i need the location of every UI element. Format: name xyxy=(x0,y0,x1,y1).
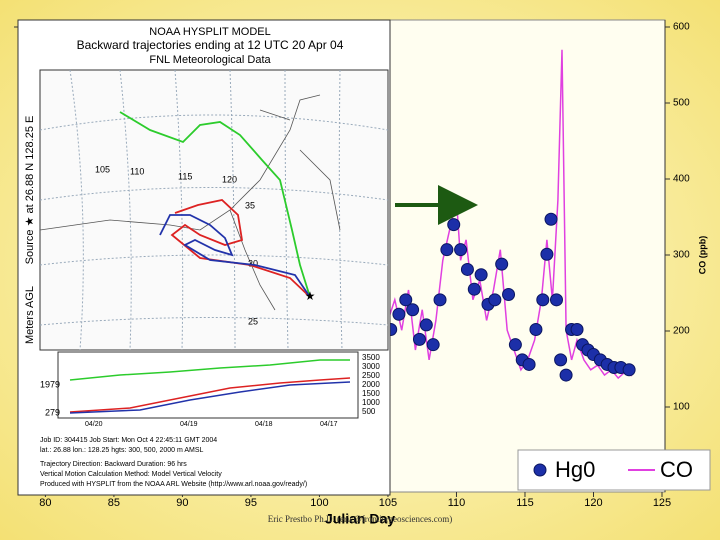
date-label: 04/20 xyxy=(85,421,103,428)
info-line: Job ID: 304415 Job Start: Mon Oct 4 22:4… xyxy=(40,437,217,444)
y2-tick-label: 400 xyxy=(673,174,690,185)
hg0-point xyxy=(440,243,454,257)
hg0-point xyxy=(554,353,568,367)
source-label: Source ★ at 26.88 N 128.25 E xyxy=(24,116,36,265)
inset-source: FNL Meteorological Data xyxy=(149,54,271,66)
hg0-point xyxy=(570,322,584,336)
hg0-point xyxy=(529,322,543,336)
legend-box xyxy=(517,449,711,491)
y2-axis-label: CO (ppb) xyxy=(697,236,707,275)
inset: NOAA HYSPLIT MODEL Backward trajectories… xyxy=(17,19,391,496)
x-tick-label: 85 xyxy=(108,497,120,509)
height-green xyxy=(69,359,350,381)
info-line: Produced with HYSPLIT from the NOAA ARL … xyxy=(40,481,307,488)
date-label: 04/18 xyxy=(255,421,273,428)
x-tick-label: 125 xyxy=(653,497,671,509)
source-star: ★ xyxy=(305,289,316,303)
hg0-point xyxy=(447,218,461,232)
hg0-point xyxy=(559,368,573,382)
x-tick-label: 115 xyxy=(516,497,534,509)
map-label: 110 xyxy=(130,166,144,176)
x-tick-label: 90 xyxy=(176,497,188,509)
plot: 1002003004005006006 xyxy=(14,20,690,497)
info-line: Trajectory Direction: Backward Duration:… xyxy=(40,461,187,468)
y2-tick-label: 200 xyxy=(673,326,690,337)
info-line: Vertical Motion Calculation Method: Mode… xyxy=(40,471,222,478)
y2-tick-label: 300 xyxy=(673,250,690,261)
hg0-point xyxy=(522,357,536,371)
hg0-point xyxy=(399,293,413,307)
hg0-point xyxy=(540,247,554,261)
info-line: lat.: 26.88 lon.: 128.25 hgts: 300, 500,… xyxy=(40,447,204,454)
hg0-point xyxy=(622,363,636,377)
legend-swatch xyxy=(533,463,547,477)
hg0-point xyxy=(412,332,426,346)
hg0-point xyxy=(544,212,558,226)
y2-tick-label: 500 xyxy=(673,98,690,109)
hg0-point xyxy=(508,338,522,352)
hg0-point xyxy=(502,288,516,302)
height-panel xyxy=(57,351,359,419)
date-label: 04/17 xyxy=(320,421,338,428)
hg0-point xyxy=(495,257,509,271)
legend: Hg0 CO xyxy=(517,449,711,491)
hg0-point xyxy=(460,262,474,276)
footer: Eric Prestbo Ph.D. (eric@frontiergeoscie… xyxy=(268,514,453,524)
x-tick-label: 80 xyxy=(39,497,51,509)
height-tick: 2000 xyxy=(362,380,380,389)
map-label: 105 xyxy=(95,164,110,174)
hg0-point xyxy=(474,268,488,282)
trajectory-green xyxy=(119,111,311,298)
height-tick: 1000 xyxy=(362,398,380,407)
coastline xyxy=(39,94,341,311)
hg0-point xyxy=(426,338,440,352)
height-tick: 2500 xyxy=(362,371,380,380)
map-label: 25 xyxy=(248,316,258,326)
x-tick-label: 95 xyxy=(245,497,257,509)
x-tick-label: 100 xyxy=(310,497,328,509)
hg0-point xyxy=(549,293,563,307)
height-left-label: 1979 xyxy=(40,379,60,389)
date-label: 04/19 xyxy=(180,421,198,428)
height-red xyxy=(69,377,351,413)
inset-title: NOAA HYSPLIT MODEL xyxy=(149,26,270,38)
hg0-point xyxy=(467,282,481,296)
x-tick-label: 105 xyxy=(379,497,397,509)
height-tick: 1500 xyxy=(362,389,380,398)
y2-tick-label: 100 xyxy=(673,402,690,413)
y2-tick-label: 600 xyxy=(673,22,690,33)
map xyxy=(39,69,389,351)
hg0-point xyxy=(406,303,420,317)
hg0-point xyxy=(392,307,406,321)
height-left-label: 279 xyxy=(45,407,60,417)
map-label: 35 xyxy=(245,200,255,210)
hg0-point xyxy=(454,243,468,257)
height-tick: 500 xyxy=(362,407,376,416)
map-label: 115 xyxy=(178,171,192,181)
legend-label: CO xyxy=(660,457,693,482)
x-tick-label: 110 xyxy=(448,497,466,509)
x-tick-label: 120 xyxy=(584,497,602,509)
hg0-point xyxy=(433,293,447,307)
hg0-point xyxy=(536,293,550,307)
height-label: Meters AGL xyxy=(24,286,36,344)
map-label: 30 xyxy=(248,258,258,268)
hg0-point xyxy=(419,318,433,332)
legend-label: Hg0 xyxy=(555,457,595,482)
hg0-point xyxy=(488,293,502,307)
inset-subtitle: Backward trajectories ending at 12 UTC 2… xyxy=(77,38,344,52)
x-axis-label: Julian Day xyxy=(325,511,395,527)
trajectory-blue xyxy=(159,214,311,298)
height-blue xyxy=(69,381,351,414)
map-label: 120 xyxy=(222,174,237,184)
height-tick: 3500 xyxy=(362,353,380,362)
height-tick: 3000 xyxy=(362,362,380,371)
